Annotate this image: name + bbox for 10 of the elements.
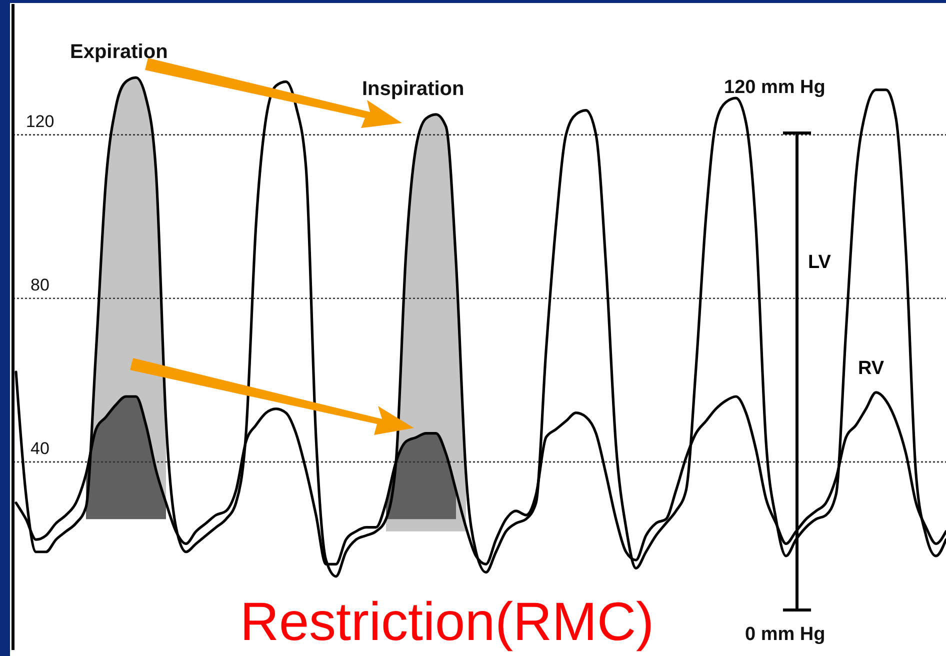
y-tick-label: 80 <box>30 275 50 294</box>
y-tick-label: 40 <box>30 438 50 458</box>
annotation: 120 mm Hg <box>724 77 826 98</box>
annotation: Inspiration <box>362 78 464 100</box>
annotation: Expiration <box>70 41 168 63</box>
annotation: Restriction(RMC) <box>240 592 654 652</box>
series-label: RV <box>858 358 884 379</box>
y-tick-label: 120 <box>26 112 54 131</box>
annotation: 0 mm Hg <box>745 624 826 645</box>
series-label: LV <box>808 252 832 273</box>
